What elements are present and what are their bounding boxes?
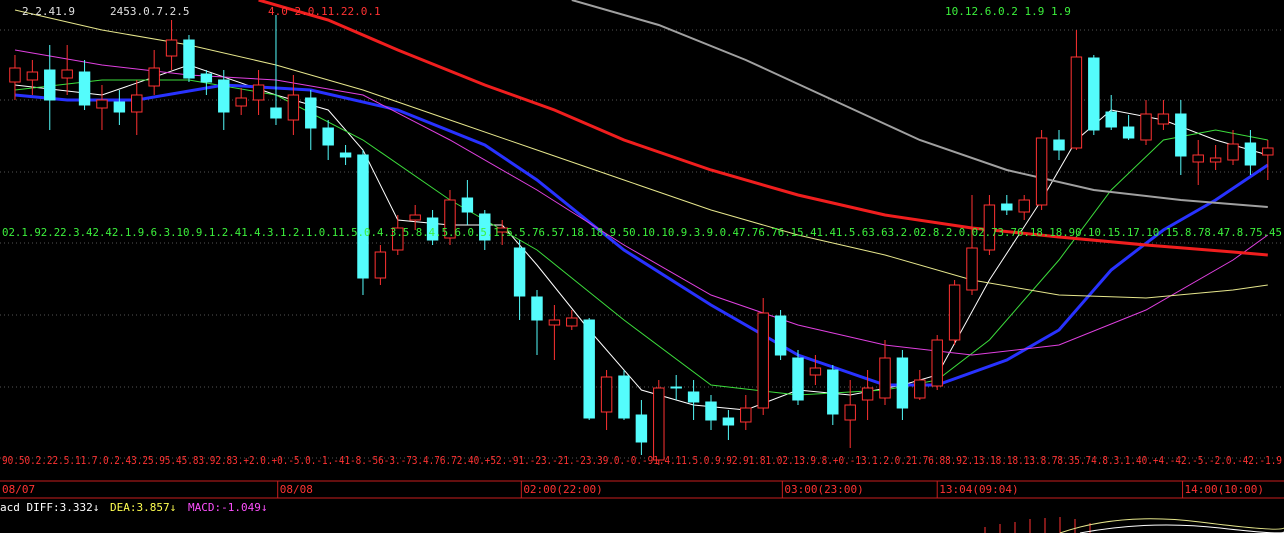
candle-body	[618, 375, 630, 419]
candle-body	[983, 204, 996, 251]
candle-body	[444, 199, 456, 239]
candle-body	[896, 357, 909, 409]
x-tick-label: 14:00(10:00)	[1185, 483, 1264, 496]
candle-body	[61, 69, 73, 79]
candle-body	[1157, 113, 1170, 125]
candle-body	[1088, 57, 1100, 131]
candle-body	[78, 71, 91, 106]
x-tick-label: 13:04(09:04)	[939, 483, 1018, 496]
candle-body	[757, 312, 769, 409]
candle-body	[183, 39, 195, 79]
candle-body	[844, 404, 856, 421]
candle-body	[635, 414, 648, 443]
ma-line	[571, 0, 1268, 208]
candle-body	[1122, 126, 1135, 139]
x-axis: 08/07 08/08 02:00(22:00) 03:00(23:00) 13:04(…	[2, 481, 1264, 498]
ma-line	[258, 0, 1268, 257]
candle-body	[670, 386, 682, 389]
candle-body	[1053, 139, 1065, 151]
candle-body	[914, 379, 926, 399]
candles	[9, 15, 1274, 465]
candle-body	[1175, 113, 1187, 157]
candle-body	[513, 247, 526, 297]
candle-body	[548, 319, 561, 326]
candle-body	[1018, 199, 1030, 213]
macd-value: MACD:-1.049↓	[188, 501, 267, 514]
candle-body	[461, 197, 474, 213]
candle-body	[566, 317, 578, 327]
candle-body	[1035, 137, 1048, 206]
candle-body	[1140, 113, 1152, 141]
x-tick-label: 08/08	[280, 483, 313, 496]
candle-body	[1105, 111, 1117, 128]
candle-body	[131, 94, 143, 113]
candle-body	[774, 315, 787, 356]
annotation: 90.50.2.22.5.11.7.0.2.43.25.95.45.83.92.…	[2, 454, 1282, 467]
annotation: 02.1.92.22.3.42.42.1.9.6.3.10.9.1.2.41.4…	[2, 226, 1282, 239]
candle-body	[600, 376, 613, 413]
candle-body	[931, 339, 943, 387]
annotation: 10.12.6.0.2 1.9 1.9	[945, 5, 1071, 18]
candle-body	[879, 357, 891, 399]
candle-body	[1070, 56, 1083, 149]
candle-body	[252, 84, 265, 101]
candle-body	[792, 357, 804, 401]
candle-body	[1209, 157, 1222, 163]
candle-body	[287, 94, 300, 121]
candle-body	[531, 296, 543, 321]
candle-body	[235, 97, 247, 107]
candle-body	[1001, 203, 1013, 211]
candle-body	[96, 99, 108, 109]
macd-line	[1059, 518, 1284, 533]
candle-body	[1244, 142, 1257, 166]
candle-body	[113, 101, 126, 113]
ma-line	[14, 49, 1269, 356]
candle-body	[966, 247, 978, 291]
x-tick-label: 03:00(23:00)	[784, 483, 863, 496]
candle-body	[1192, 154, 1204, 163]
candle-body	[148, 67, 160, 87]
annotation: 4.0 2.0.11.22.0.1	[268, 5, 381, 18]
candle-body	[339, 152, 352, 158]
candle-body	[26, 71, 39, 81]
candle-body	[374, 251, 387, 279]
candle-body	[322, 127, 334, 146]
macd-dea: DEA:3.857↓	[110, 501, 176, 514]
candle-body	[740, 407, 752, 423]
candle-body	[705, 401, 717, 421]
candle-body	[305, 97, 317, 129]
x-tick-label: 02:00(22:00)	[523, 483, 602, 496]
macd-diff: acd DIFF:3.332↓	[0, 501, 99, 514]
candle-body	[9, 67, 21, 83]
candle-body	[722, 417, 735, 426]
candle-body	[218, 79, 230, 113]
candle-body	[409, 214, 421, 221]
candle-body	[200, 73, 213, 83]
x-tick-label: 08/07	[2, 483, 35, 496]
ma-line	[14, 9, 1268, 299]
candle-body	[496, 227, 508, 233]
candle-body	[270, 107, 282, 119]
annotation: 2.2.41.9	[22, 5, 75, 18]
candle-body	[948, 284, 961, 341]
candle-body	[809, 367, 822, 376]
candle-body	[44, 69, 56, 101]
candle-body	[479, 213, 491, 241]
candle-body	[827, 369, 839, 415]
candle-body	[357, 154, 369, 279]
macd-bars	[984, 517, 1091, 533]
candle-body	[1262, 147, 1274, 156]
candle-body	[392, 227, 404, 251]
candle-body	[165, 39, 178, 57]
candle-body	[687, 391, 700, 403]
annotation: 2453.0.7.2.5	[110, 5, 189, 18]
candle-body	[653, 387, 665, 461]
candle-body	[583, 319, 595, 419]
candle-body	[861, 387, 874, 401]
candle-body	[426, 217, 439, 241]
candle-body	[1227, 143, 1239, 161]
